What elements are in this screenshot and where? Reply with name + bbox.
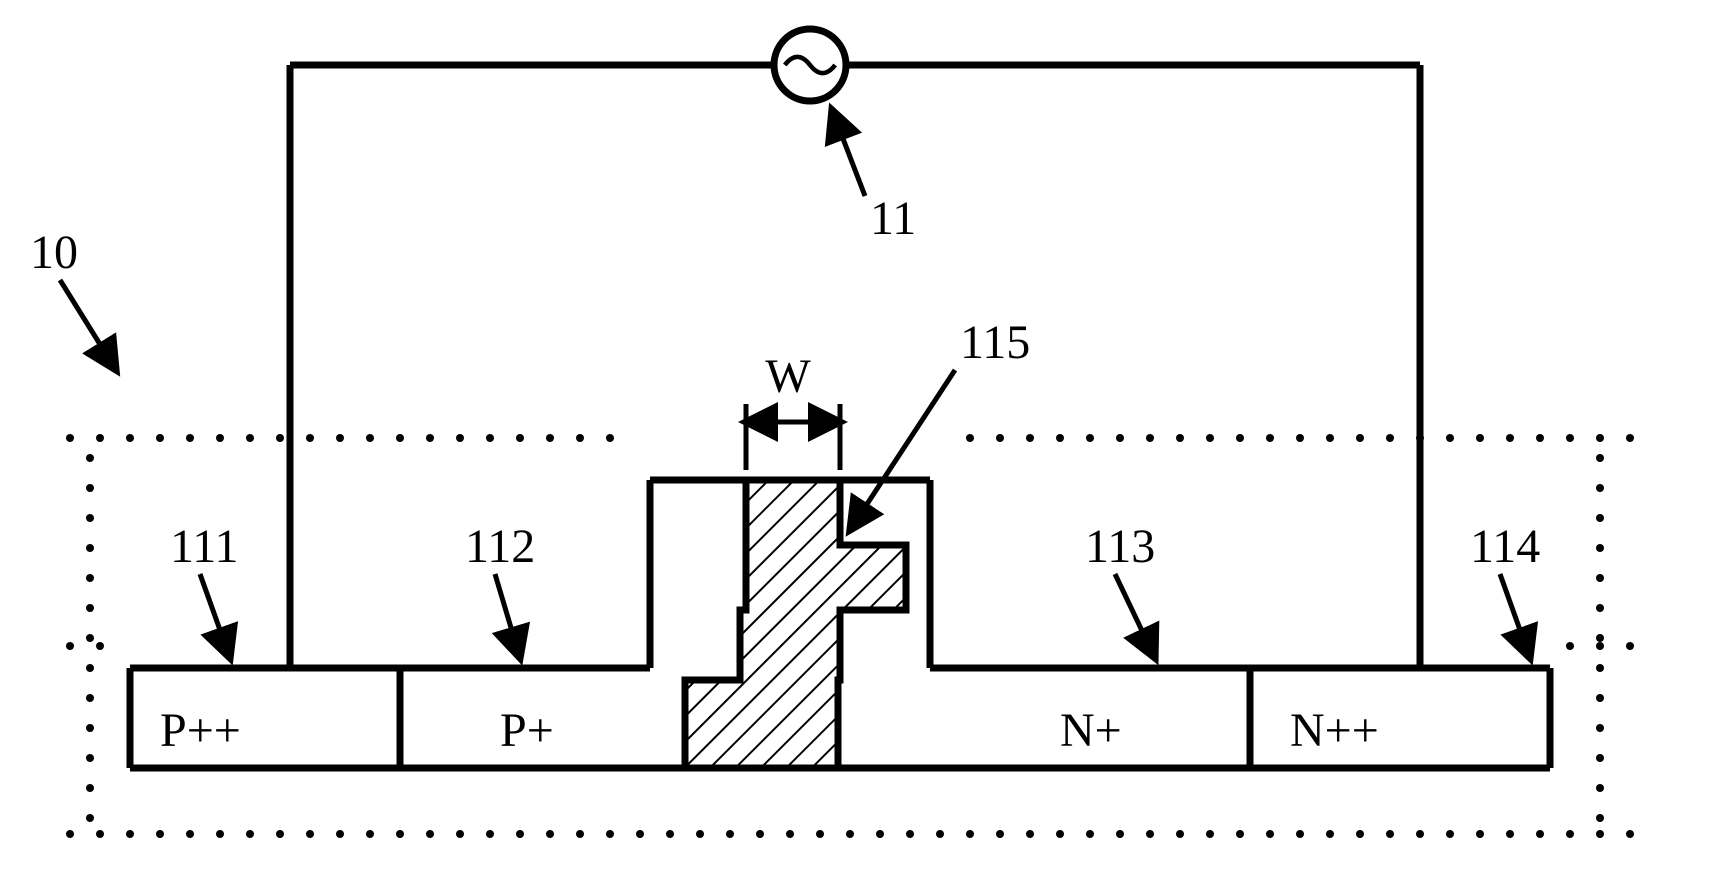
sine-icon <box>785 57 835 73</box>
ref-label-11: 11 <box>870 192 916 245</box>
ref-label-10: 10 <box>30 226 78 279</box>
ref-arrow-115 <box>850 370 955 530</box>
region-ppp-label: P++ <box>160 704 241 757</box>
ref-label-112: 112 <box>465 520 535 573</box>
region-npp-label: N++ <box>1290 704 1379 757</box>
ref-label-111: 111 <box>170 520 238 573</box>
region-pp-label: P+ <box>500 704 554 757</box>
width-label: W <box>765 350 811 403</box>
ref-arrow-111 <box>200 574 230 658</box>
ref-arrow-112 <box>495 574 520 658</box>
ref-arrow-10 <box>60 280 116 370</box>
electro-optic-modulator-diagram: P++P+N+N++W1011111112113114115 <box>0 0 1720 896</box>
ref-label-115: 115 <box>960 316 1030 369</box>
ref-arrow-113 <box>1115 574 1155 658</box>
pn-junction-region <box>685 480 906 768</box>
ref-label-113: 113 <box>1085 520 1155 573</box>
ref-label-114: 114 <box>1470 520 1540 573</box>
region-np-label: N+ <box>1060 704 1122 757</box>
ref-arrow-11 <box>832 110 865 196</box>
ref-arrow-114 <box>1500 574 1530 658</box>
